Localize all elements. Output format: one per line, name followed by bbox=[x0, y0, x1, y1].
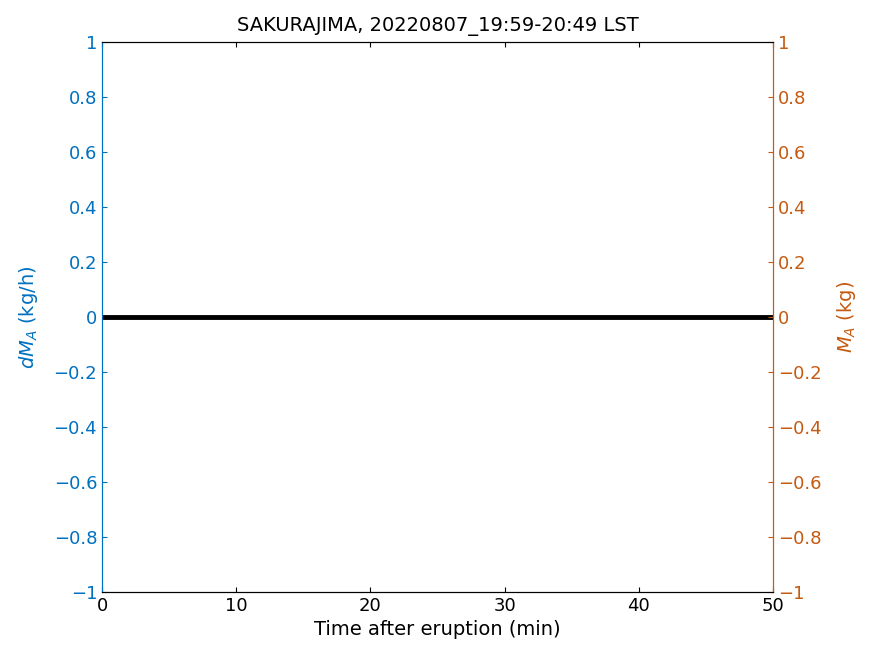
Y-axis label: $M_A$ (kg): $M_A$ (kg) bbox=[836, 281, 858, 353]
X-axis label: Time after eruption (min): Time after eruption (min) bbox=[314, 621, 561, 640]
Title: SAKURAJIMA, 20220807_19:59-20:49 LST: SAKURAJIMA, 20220807_19:59-20:49 LST bbox=[236, 16, 639, 35]
Y-axis label: $dM_A$ (kg/h): $dM_A$ (kg/h) bbox=[17, 265, 39, 369]
